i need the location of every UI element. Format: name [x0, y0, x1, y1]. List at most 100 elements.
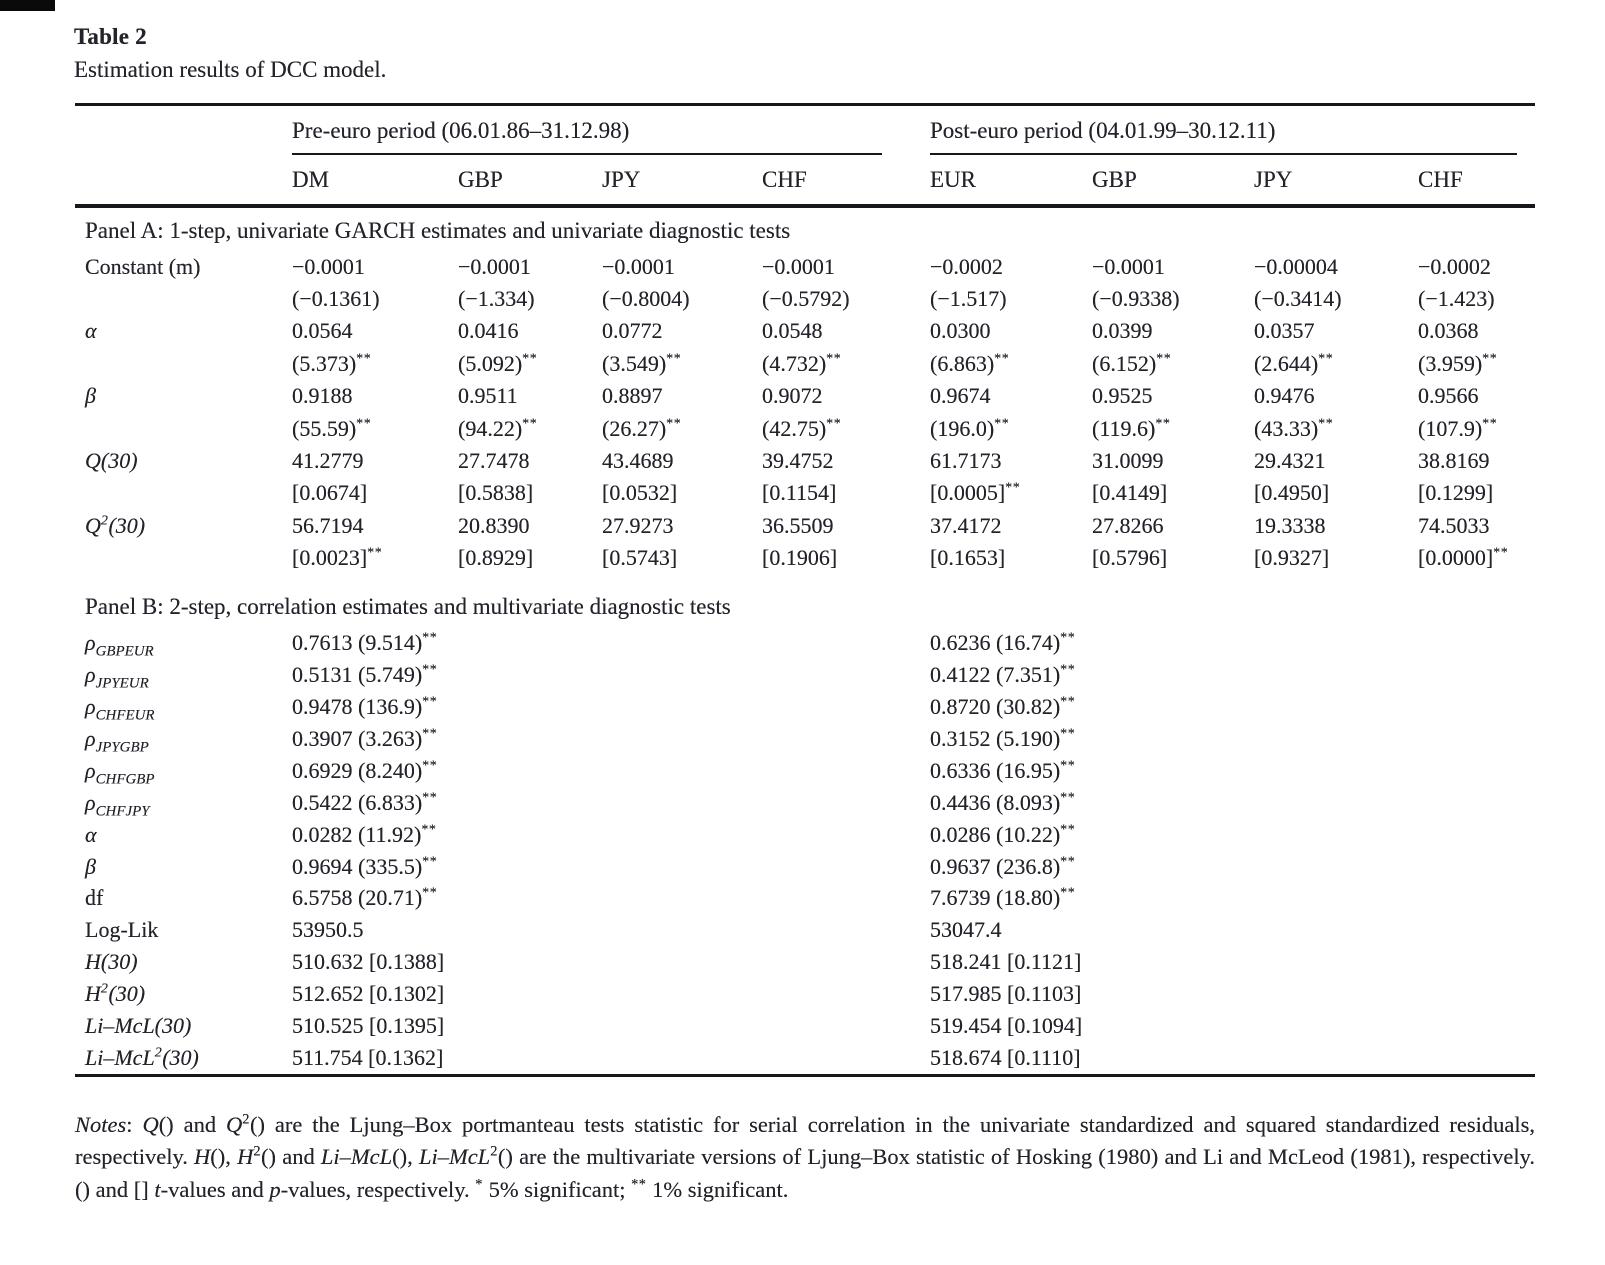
table-cell: [0.1906] [762, 545, 838, 571]
row-label: H(30) [85, 949, 138, 975]
table-cell: [0.5743] [602, 545, 678, 571]
column-header-row: DM GBP JPY CHF EUR GBP JPY CHF [75, 155, 1535, 204]
table-cell: 37.4172 [930, 512, 1002, 538]
group-spacer [75, 106, 292, 155]
column-header-dm: DM [292, 166, 330, 192]
table-cell: (3.549)** [602, 350, 682, 376]
panel-b-title: Panel B: 2-step, correlation estimates a… [85, 594, 731, 620]
table-cell: 41.2779 [292, 448, 364, 474]
row-label: df [85, 885, 104, 911]
table-cell: 39.4752 [762, 448, 834, 474]
table-cell-pre-euro: 512.652 [0.1302] [292, 981, 445, 1007]
table-cell-post-euro: 0.8720 (30.82)** [930, 693, 1076, 720]
table-cell: 74.5033 [1418, 512, 1490, 538]
table-row: Log-Lik 53950.5 53047.4 [75, 914, 1535, 946]
column-header-eur: EUR [930, 166, 976, 192]
table-row: ρCHFJPY 0.5422 (6.833)** 0.4436 (8.093)** [75, 787, 1535, 819]
table-cell: 0.0399 [1092, 318, 1153, 344]
row-label: Li–McL2(30) [85, 1044, 199, 1070]
table-cell: 0.8897 [602, 383, 663, 409]
table-cell: (−1.334) [458, 286, 535, 312]
panel-b: Panel B: 2-step, correlation estimates a… [75, 584, 1535, 1073]
table-cell: [0.0532] [602, 480, 678, 506]
row-label: ρJPYEUR [85, 662, 149, 692]
table-row: β 0.9694 (335.5)** 0.9637 (236.8)** [75, 851, 1535, 883]
row-label: ρCHFJPY [85, 789, 150, 820]
table-cell-pre-euro: 6.5758 (20.71)** [292, 885, 438, 911]
panel-b-rows: ρGBPEUR 0.7613 (9.514)** 0.6236 (16.74)** ρ… [75, 627, 1535, 1073]
table-cell: −0.0001 [1092, 253, 1165, 279]
table-cell-pre-euro: 510.525 [0.1395] [292, 1013, 445, 1039]
table-cell-post-euro: 7.6739 (18.80)** [930, 885, 1076, 911]
row-label: Li–McL(30) [85, 1013, 192, 1039]
table-cell-pre-euro: 0.7613 (9.514)** [292, 630, 438, 656]
table-cell: (−0.8004) [602, 286, 690, 312]
table-row: df 6.5758 (20.71)** 7.6739 (18.80)** [75, 883, 1535, 915]
table-cell: 0.0548 [762, 318, 823, 344]
table-cell: 0.0357 [1254, 318, 1315, 344]
scan-artifact-bar [0, 0, 55, 11]
table-cell: (4.732)** [762, 350, 842, 376]
table-cell: [0.5838] [458, 480, 534, 506]
table-cell: (107.9)** [1418, 415, 1498, 441]
panel-a-rows: Constant (m) −0.0001 −0.0001 −0.0001 −0.0001… [75, 251, 1535, 575]
table-cell-post-euro: 53047.4 [930, 917, 1002, 943]
table-row: (5.373)** (5.092)** (3.549)** (4.732)** (6.8… [75, 348, 1535, 380]
table-cell: −0.0002 [1418, 253, 1491, 279]
table-cell: (55.59)** [292, 415, 372, 441]
table-cell-pre-euro: 0.6929 (8.240)** [292, 757, 438, 783]
table-cell: [0.1653] [930, 545, 1006, 571]
table-cell: (−1.423) [1418, 286, 1495, 312]
table-row: β 0.9188 0.9511 0.8897 0.9072 0.9674 0.9525 0.9… [75, 380, 1535, 412]
row-label: β [85, 383, 96, 409]
table-row: Constant (m) −0.0001 −0.0001 −0.0001 −0.0001… [75, 251, 1535, 283]
table-row: ρCHFEUR 0.9478 (136.9)** 0.8720 (30.82)** [75, 691, 1535, 723]
table-cell: 27.8266 [1092, 512, 1164, 538]
table-cell: 38.8169 [1418, 448, 1490, 474]
row-label: α [85, 318, 97, 344]
row-label: ρJPYGBP [85, 726, 149, 756]
table-cell-post-euro: 0.9637 (236.8)** [930, 853, 1076, 879]
table-cell: (6.152)** [1092, 350, 1172, 376]
table-row: H(30) 510.632 [0.1388] 518.241 [0.1121] [75, 946, 1535, 978]
table-cell: 20.8390 [458, 512, 530, 538]
column-header-chf-post: CHF [1418, 166, 1463, 192]
table-cell: (5.373)** [292, 350, 372, 376]
dcc-estimation-table: Pre-euro period (06.01.86–31.12.98) Post… [75, 103, 1535, 1077]
column-header-chf-pre: CHF [762, 166, 807, 192]
row-label: β [85, 853, 96, 879]
table-cell: 27.7478 [458, 448, 530, 474]
column-header-jpy-pre: JPY [602, 166, 641, 192]
table-cell: [0.4149] [1092, 480, 1168, 506]
table-cell: [0.0023]** [292, 544, 383, 571]
table-row: Li–McL(30) 510.525 [0.1395] 519.454 [0.109… [75, 1010, 1535, 1042]
table-cell: [0.0674] [292, 480, 368, 506]
table-row: ρJPYEUR 0.5131 (5.749)** 0.4122 (7.351)** [75, 659, 1535, 691]
table-row: ρCHFGBP 0.6929 (8.240)** 0.6336 (16.95)** [75, 755, 1535, 787]
table-cell: [0.0000]** [1418, 544, 1509, 571]
table-cell: 43.4689 [602, 448, 674, 474]
table-cell: 56.7194 [292, 512, 364, 538]
row-label: Log-Lik [85, 917, 159, 943]
table-row: (−0.1361) (−1.334) (−0.8004) (−0.5792) (−1.5… [75, 283, 1535, 315]
table-cell-post-euro: 0.6336 (16.95)** [930, 757, 1076, 783]
table-cell: 27.9273 [602, 512, 674, 538]
table-cell: 0.9674 [930, 383, 991, 409]
table-cell: (2.644)** [1254, 350, 1334, 376]
table-cell-post-euro: 0.6236 (16.74)** [930, 630, 1076, 656]
table-cell-post-euro: 518.674 [0.1110] [930, 1044, 1081, 1070]
table-row: [0.0023]** [0.8929] [0.5743] [0.1906] [0.165… [75, 542, 1535, 574]
table-cell-pre-euro: 0.5422 (6.833)** [292, 789, 438, 815]
column-group-row: Pre-euro period (06.01.86–31.12.98) Post… [75, 106, 1535, 155]
table-row: ρJPYGBP 0.3907 (3.263)** 0.3152 (5.190)** [75, 723, 1535, 755]
table-cell-post-euro: 0.0286 (10.22)** [930, 821, 1076, 847]
table-cell: (26.27)** [602, 415, 682, 441]
table-cell: (−0.1361) [292, 286, 380, 312]
table-row: H2(30) 512.652 [0.1302] 517.985 [0.1103] [75, 978, 1535, 1010]
column-group-post-euro: Post-euro period (04.01.99–30.12.11) [930, 106, 1517, 155]
table-row: [0.0674] [0.5838] [0.0532] [0.1154] [0.0005]… [75, 477, 1535, 509]
table-cell-post-euro: 517.985 [0.1103] [930, 981, 1082, 1007]
table-cell-pre-euro: 0.0282 (11.92)** [292, 821, 437, 847]
panel-a-title: Panel A: 1-step, univariate GARCH estima… [85, 217, 791, 243]
